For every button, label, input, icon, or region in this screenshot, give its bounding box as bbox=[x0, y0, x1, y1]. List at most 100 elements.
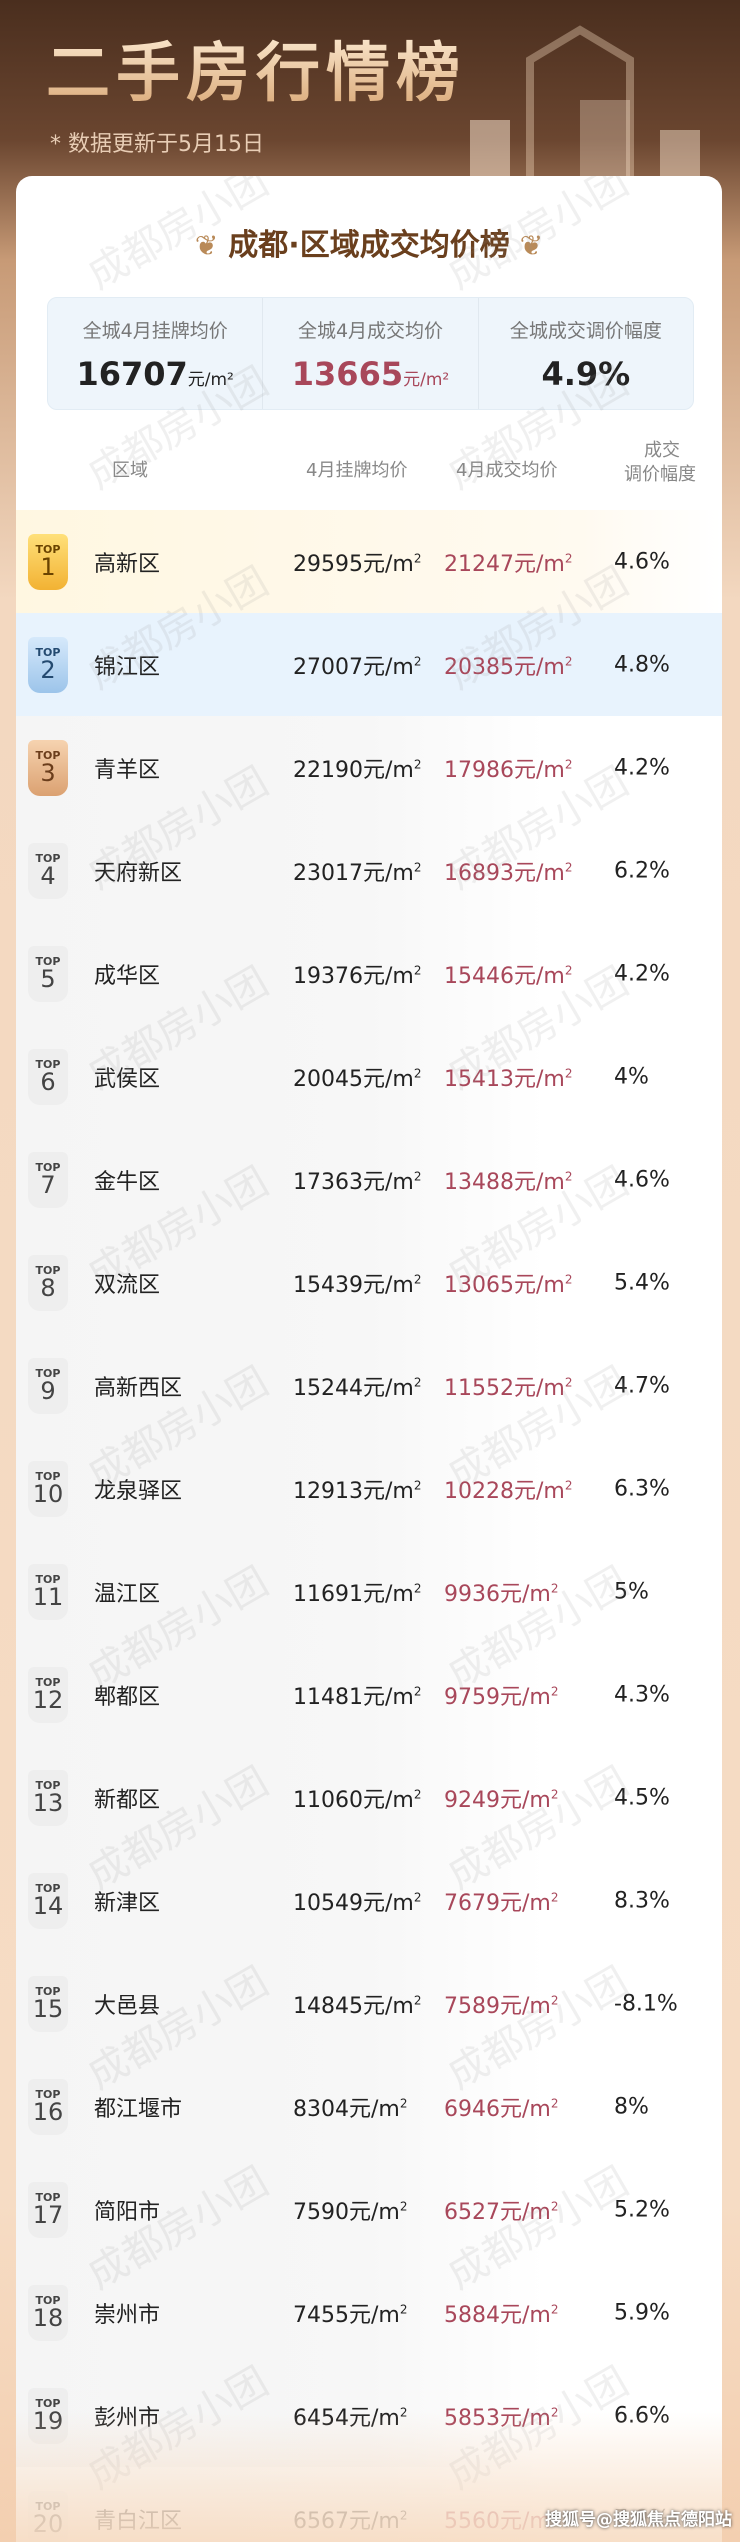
listing-value: 15244 bbox=[293, 1375, 363, 1401]
deal-price: 21247元/m2 bbox=[444, 551, 573, 577]
area-name: 温江区 bbox=[94, 1581, 161, 1607]
summary-value: 16707元/m² bbox=[48, 355, 262, 393]
deal-price: 15413元/m2 bbox=[444, 1066, 573, 1092]
deal-price: 5884元/m2 bbox=[444, 2302, 559, 2328]
price-change: 8% bbox=[614, 2094, 649, 2119]
deal-price: 6946元/m2 bbox=[444, 2096, 559, 2122]
listing-value: 14845 bbox=[293, 1993, 363, 2019]
listing-value: 22190 bbox=[293, 757, 363, 783]
table-row: TOP 4 天府新区 23017元/m2 16893元/m2 6.2% bbox=[16, 819, 722, 922]
summary-deal: 全城4月成交均价 13665元/m² bbox=[263, 298, 479, 409]
area-name: 武侯区 bbox=[94, 1066, 161, 1092]
summary-value: 13665元/m² bbox=[263, 355, 477, 393]
listing-price: 7590元/m2 bbox=[293, 2199, 408, 2225]
summary-unit: 元/m² bbox=[187, 370, 234, 390]
price-unit: 元/m bbox=[500, 1684, 551, 1710]
listing-value: 27007 bbox=[293, 654, 363, 680]
listing-price: 17363元/m2 bbox=[293, 1169, 422, 1195]
listing-price: 19376元/m2 bbox=[293, 963, 422, 989]
rank-badge: TOP 5 bbox=[28, 945, 68, 1002]
price-unit: 元/m bbox=[363, 1478, 414, 1504]
rank-badge: TOP 13 bbox=[28, 1769, 68, 1826]
listing-price: 11691元/m2 bbox=[293, 1581, 422, 1607]
rank-badge: TOP 11 bbox=[28, 1563, 68, 1620]
rank-badge: TOP 12 bbox=[28, 1666, 68, 1723]
deal-price: 7589元/m2 bbox=[444, 1993, 559, 2019]
rank-number: 4 bbox=[40, 862, 56, 890]
rank-number: 14 bbox=[32, 1892, 64, 1920]
table-row: TOP 12 郫都区 11481元/m2 9759元/m2 4.3% bbox=[16, 1643, 722, 1746]
area-name: 新都区 bbox=[94, 1787, 161, 1813]
badge-top-label: TOP bbox=[35, 1161, 61, 1174]
deal-value: 13488 bbox=[444, 1169, 514, 1195]
area-name: 高新西区 bbox=[94, 1375, 183, 1401]
price-change: -8.1% bbox=[614, 1991, 678, 2016]
badge-top-label: TOP bbox=[35, 749, 61, 762]
badge-top-label: TOP bbox=[35, 1573, 61, 1586]
rank-badge: TOP 18 bbox=[28, 2284, 68, 2341]
table-row: TOP 1 高新区 29595元/m2 21247元/m2 4.6% bbox=[16, 510, 722, 613]
listing-value: 17363 bbox=[293, 1169, 363, 1195]
listing-price: 27007元/m2 bbox=[293, 654, 422, 680]
table-row: TOP 15 大邑县 14845元/m2 7589元/m2 -8.1% bbox=[16, 1952, 722, 2055]
summary-number: 16707 bbox=[76, 355, 188, 393]
listing-value: 15439 bbox=[293, 1272, 363, 1298]
area-name: 龙泉驿区 bbox=[94, 1478, 183, 1504]
header-area: 区域 bbox=[112, 460, 148, 481]
price-unit: 元/m bbox=[363, 1375, 414, 1401]
price-unit: 元/m bbox=[363, 757, 414, 783]
area-name: 成华区 bbox=[94, 963, 161, 989]
rank-badge: TOP 9 bbox=[28, 1357, 68, 1414]
deal-value: 15413 bbox=[444, 1066, 514, 1092]
bottom-fade bbox=[16, 2412, 722, 2542]
price-unit: 元/m bbox=[363, 551, 414, 577]
rank-number: 18 bbox=[32, 2304, 64, 2332]
price-unit: 元/m bbox=[363, 963, 414, 989]
listing-price: 7455元/m2 bbox=[293, 2302, 408, 2328]
price-change: 4.6% bbox=[614, 549, 670, 574]
rank-badge: TOP 4 bbox=[28, 842, 68, 899]
listing-price: 29595元/m2 bbox=[293, 551, 422, 577]
price-unit: 元/m bbox=[514, 1066, 565, 1092]
deal-value: 5884 bbox=[444, 2302, 500, 2328]
header-change-1: 成交 bbox=[644, 440, 680, 461]
source-credit: 搜狐号@搜狐焦点德阳站 bbox=[545, 2510, 732, 2530]
badge-top-label: TOP bbox=[35, 2294, 61, 2307]
price-unit: 元/m bbox=[363, 1169, 414, 1195]
price-change: 4.3% bbox=[614, 1682, 670, 1707]
rank-badge: TOP 6 bbox=[28, 1048, 68, 1105]
area-name: 双流区 bbox=[94, 1272, 161, 1298]
deal-price: 9936元/m2 bbox=[444, 1581, 559, 1607]
listing-value: 20045 bbox=[293, 1066, 363, 1092]
listing-price: 20045元/m2 bbox=[293, 1066, 422, 1092]
summary-unit: 元/m² bbox=[403, 370, 450, 390]
summary-label: 全城4月挂牌均价 bbox=[82, 320, 228, 342]
price-unit: 元/m bbox=[363, 1684, 414, 1710]
listing-value: 23017 bbox=[293, 860, 363, 886]
badge-top-label: TOP bbox=[35, 1470, 61, 1483]
deal-price: 10228元/m2 bbox=[444, 1478, 573, 1504]
deal-price: 16893元/m2 bbox=[444, 860, 573, 886]
listing-value: 11691 bbox=[293, 1581, 363, 1607]
listing-value: 8304 bbox=[293, 2096, 349, 2122]
area-name: 天府新区 bbox=[94, 860, 183, 886]
area-name: 大邑县 bbox=[94, 1993, 161, 2019]
table-row: TOP 8 双流区 15439元/m2 13065元/m2 5.4% bbox=[16, 1231, 722, 1334]
rank-badge: TOP 10 bbox=[28, 1460, 68, 1517]
rank-number: 5 bbox=[40, 965, 56, 993]
deal-value: 9249 bbox=[444, 1787, 500, 1813]
listing-value: 7455 bbox=[293, 2302, 349, 2328]
deal-price: 15446元/m2 bbox=[444, 963, 573, 989]
deal-value: 17986 bbox=[444, 757, 514, 783]
deal-price: 9249元/m2 bbox=[444, 1787, 559, 1813]
deal-value: 6946 bbox=[444, 2096, 500, 2122]
listing-price: 22190元/m2 bbox=[293, 757, 422, 783]
price-unit: 元/m bbox=[514, 1375, 565, 1401]
listing-price: 14845元/m2 bbox=[293, 1993, 422, 2019]
price-change: 4.7% bbox=[614, 1373, 670, 1398]
table-row: TOP 3 青羊区 22190元/m2 17986元/m2 4.2% bbox=[16, 716, 722, 819]
rank-number: 1 bbox=[40, 553, 56, 581]
table-row: TOP 11 温江区 11691元/m2 9936元/m2 5% bbox=[16, 1540, 722, 1643]
rank-number: 10 bbox=[32, 1480, 64, 1508]
listing-price: 15439元/m2 bbox=[293, 1272, 422, 1298]
